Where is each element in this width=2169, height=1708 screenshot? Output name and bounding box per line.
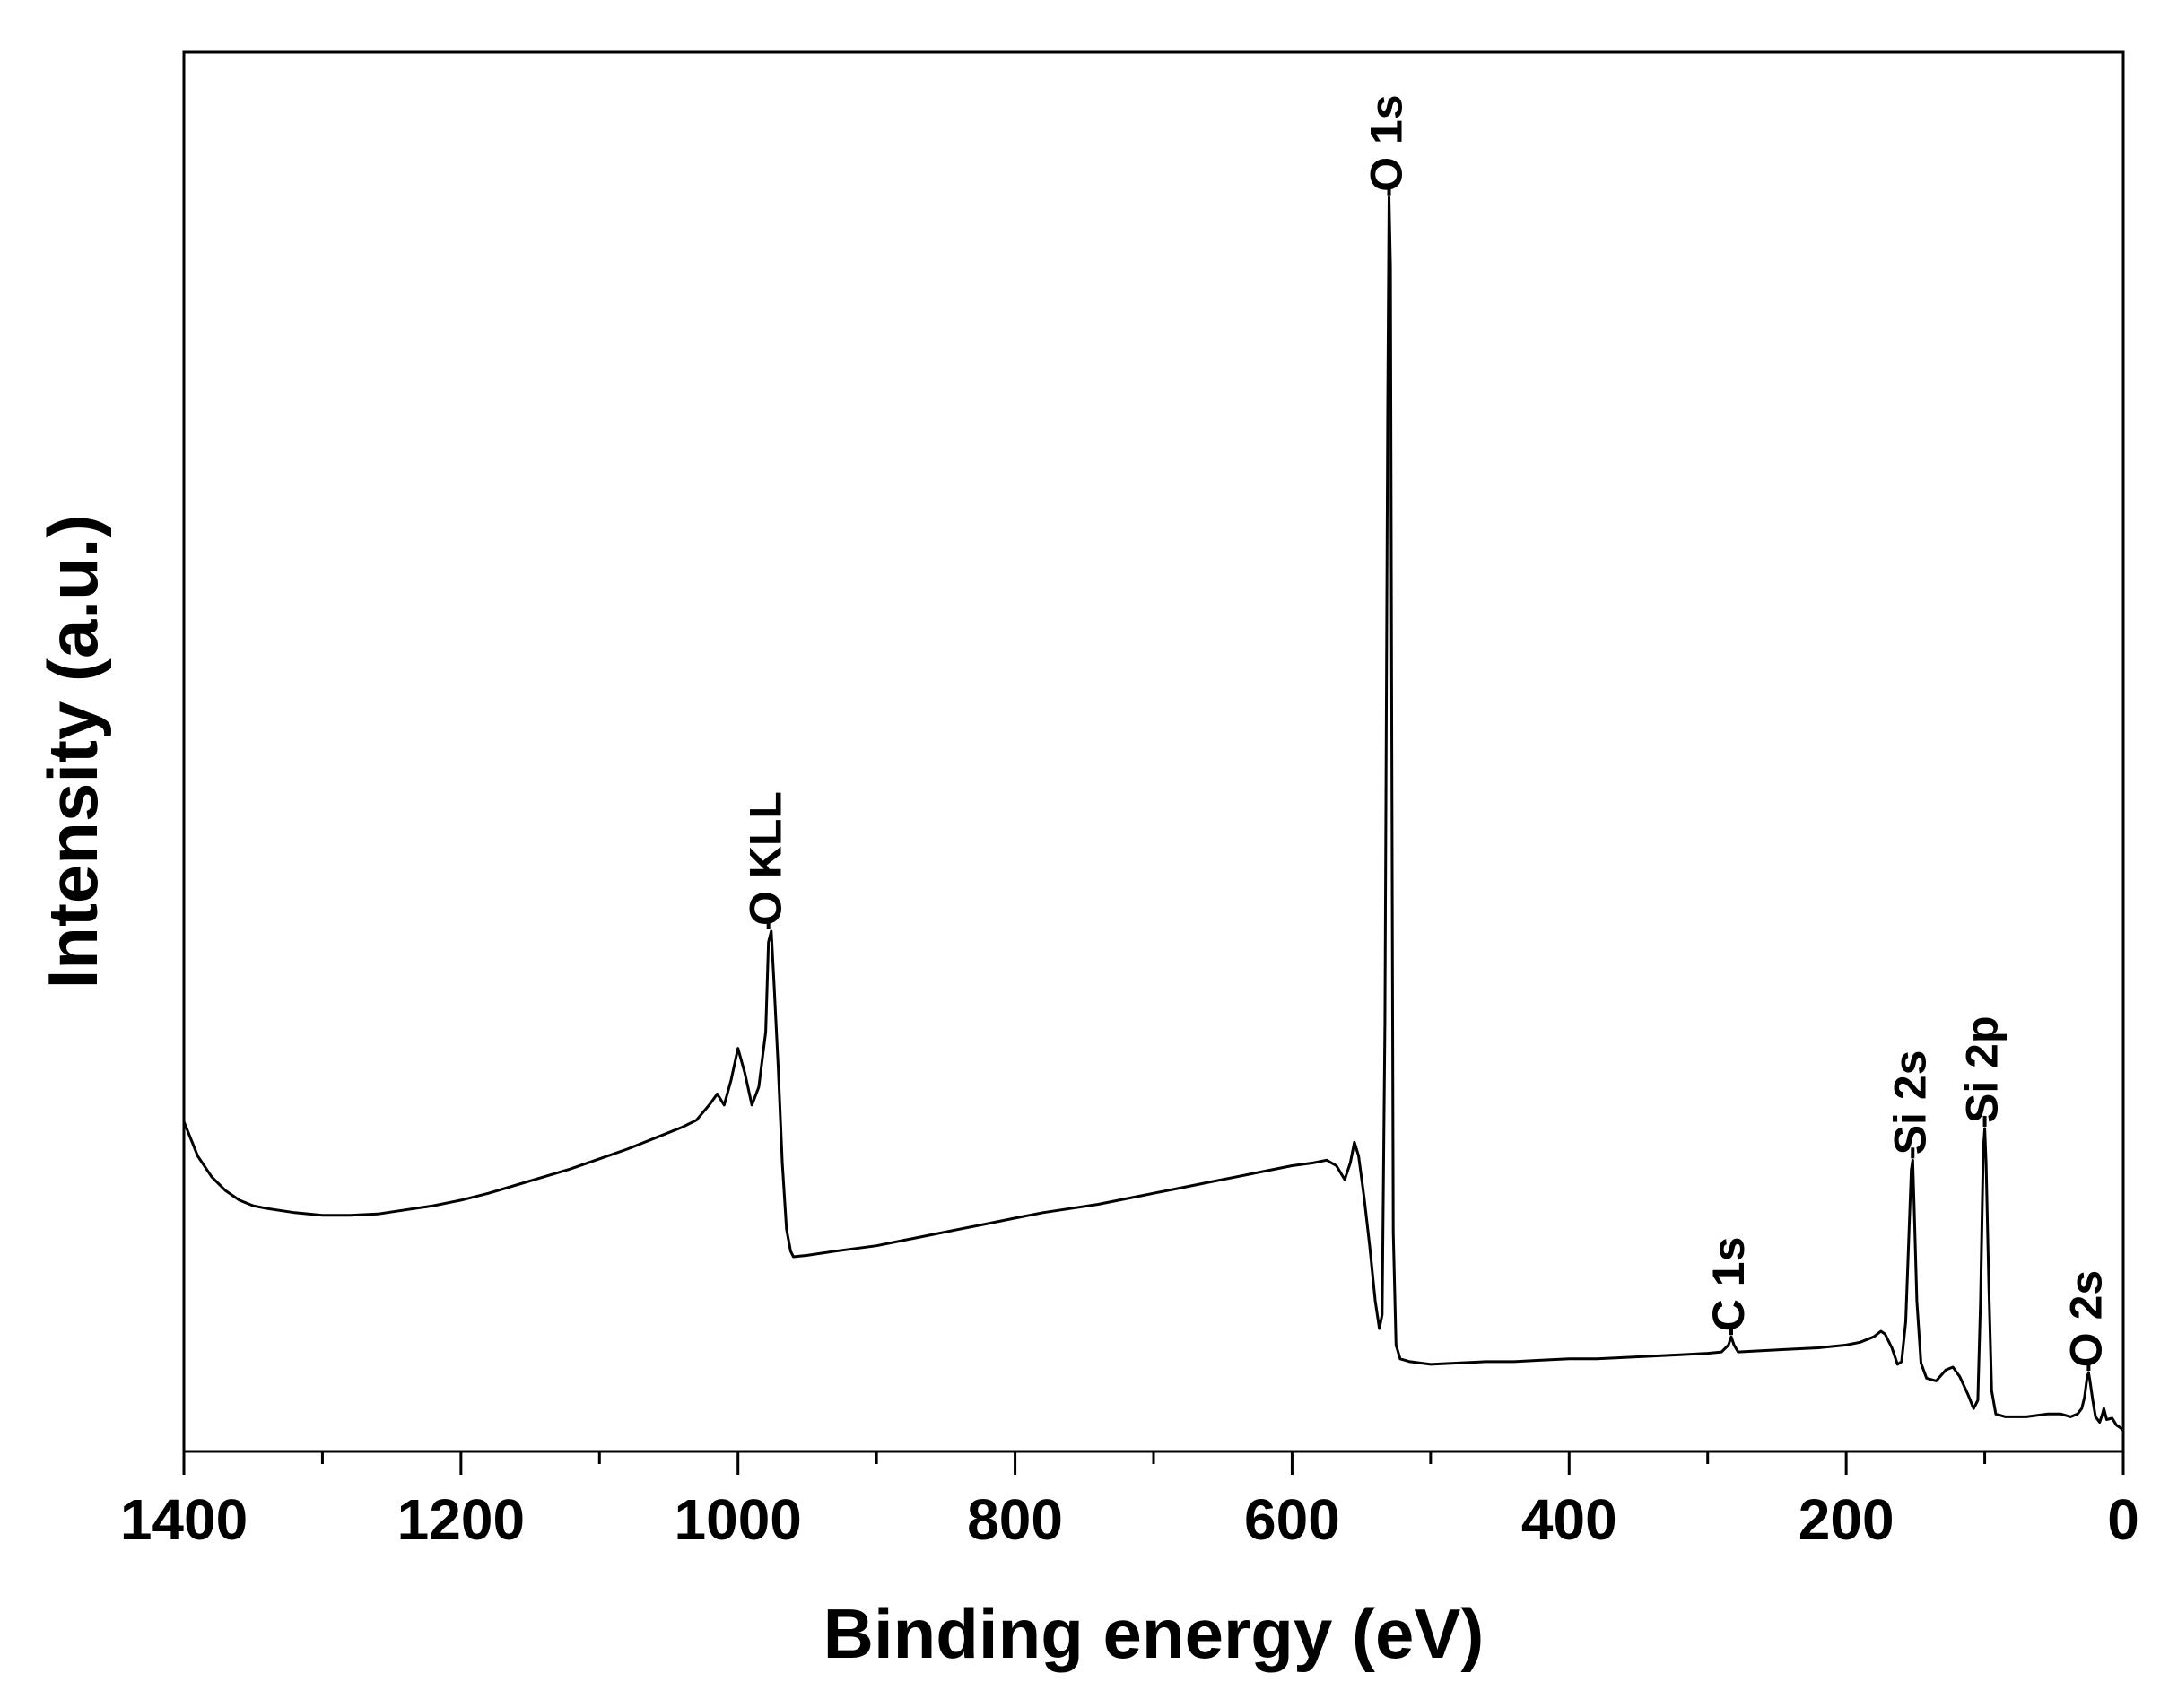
peak-label: O 2s xyxy=(2060,1270,2111,1367)
x-tick-label: 800 xyxy=(967,1487,1063,1552)
x-axis-title: Binding energy (eV) xyxy=(823,1594,1485,1673)
peak-label: C 1s xyxy=(1703,1237,1754,1332)
peak-label: O 1s xyxy=(1362,94,1412,191)
x-major-ticks xyxy=(182,1451,2125,1475)
x-minor-ticks xyxy=(320,1451,1987,1464)
x-tick-label: 600 xyxy=(1244,1487,1340,1552)
x-tick-labels: 1400 1200 1000 800 600 400 200 0 xyxy=(120,1487,2139,1552)
peak-label: Si 2p xyxy=(1957,1016,2008,1123)
x-tick-label: 200 xyxy=(1799,1487,1895,1552)
y-axis-title: Intensity (a.u.) xyxy=(33,515,112,989)
x-tick-label: 0 xyxy=(2107,1487,2139,1552)
spectrum-line xyxy=(182,196,2125,1432)
plot-frame xyxy=(182,50,2125,1453)
x-tick-label: 1000 xyxy=(675,1487,802,1552)
peak-labels: O KLL O 1s C 1s Si 2s Si 2p O 2s xyxy=(741,94,2111,1372)
x-tick-label: 400 xyxy=(1521,1487,1617,1552)
x-tick-label: 1400 xyxy=(120,1487,248,1552)
peak-label: Si 2s xyxy=(1885,1050,1935,1155)
peak-label: O KLL xyxy=(741,791,791,926)
x-tick-label: 1200 xyxy=(397,1487,525,1552)
